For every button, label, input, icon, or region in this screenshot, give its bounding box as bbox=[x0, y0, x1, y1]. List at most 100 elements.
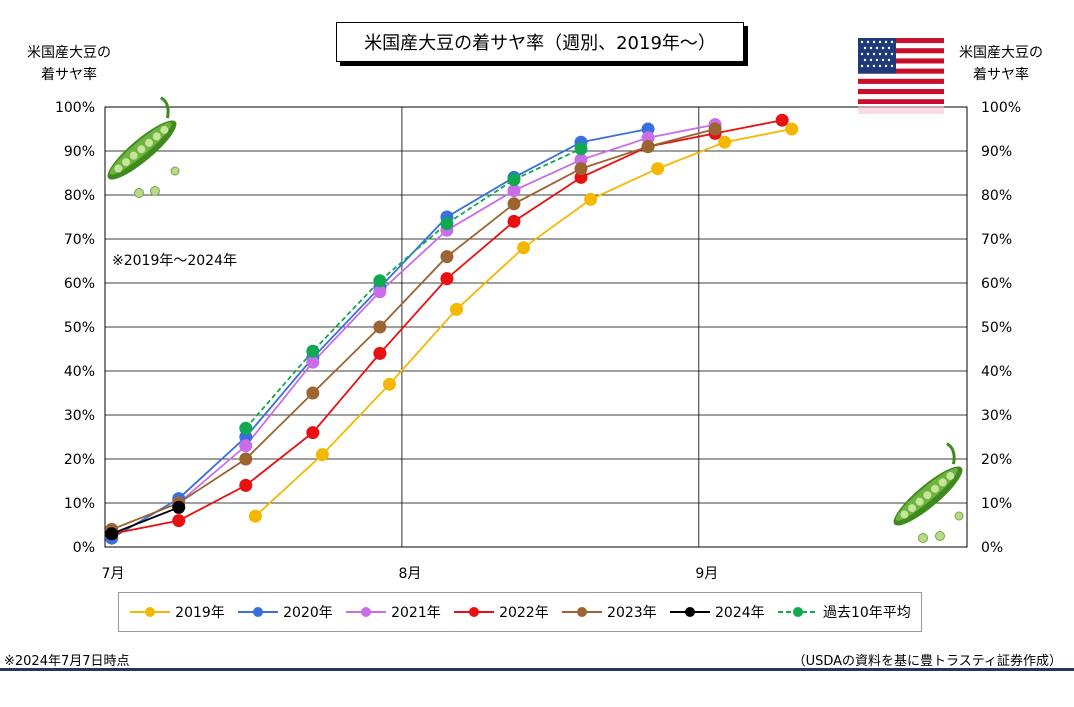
data-point bbox=[507, 214, 521, 228]
y-tick-label-right: 30% bbox=[981, 408, 1012, 424]
data-point bbox=[584, 192, 598, 206]
series-line bbox=[245, 147, 582, 429]
legend-item: 2020年 bbox=[237, 602, 333, 622]
data-point bbox=[507, 197, 521, 211]
data-point bbox=[651, 162, 665, 176]
y-tick-label: 50% bbox=[64, 320, 95, 336]
pea-icon bbox=[134, 166, 180, 198]
y-tick-label: 30% bbox=[64, 408, 95, 424]
data-point bbox=[239, 478, 253, 492]
legend-item: 過去10年平均 bbox=[777, 602, 911, 622]
data-point bbox=[382, 377, 396, 391]
legend-label: 2023年 bbox=[607, 605, 657, 621]
data-point bbox=[440, 250, 454, 264]
data-point bbox=[373, 285, 387, 299]
data-point bbox=[507, 173, 521, 187]
legend-item: 2022年 bbox=[453, 602, 549, 622]
legend-swatch bbox=[346, 607, 387, 617]
y-tick-label: 90% bbox=[64, 144, 95, 160]
data-point bbox=[373, 274, 387, 288]
data-point bbox=[306, 344, 320, 358]
y-tick-label: 20% bbox=[64, 452, 95, 468]
data-point bbox=[239, 421, 253, 435]
y-tick-label-right: 40% bbox=[981, 364, 1012, 380]
series-line bbox=[111, 128, 716, 531]
legend-item: 2023年 bbox=[561, 602, 657, 622]
y-tick-label-right: 0% bbox=[981, 540, 1003, 556]
data-point bbox=[574, 142, 588, 156]
legend-label: 2021年 bbox=[391, 605, 441, 621]
legend-item: 2024年 bbox=[669, 602, 765, 622]
legend-item: 2019年 bbox=[129, 602, 225, 622]
data-point bbox=[239, 452, 253, 466]
legend-swatch bbox=[454, 607, 495, 617]
period-note: ※2019年～2024年 bbox=[112, 253, 237, 269]
data-point bbox=[239, 439, 253, 453]
data-point bbox=[440, 217, 454, 231]
y-axis-left-title-line1: 米国産大豆の bbox=[27, 45, 111, 61]
data-point bbox=[172, 500, 186, 514]
data-point bbox=[306, 386, 320, 400]
legend-swatch bbox=[130, 607, 171, 617]
y-axis-right-ticks: 0% 10% 20% 30% 40% 50% 60% 70% 80% 90% 100% bbox=[981, 100, 1021, 556]
x-tick-label: 7月 bbox=[102, 566, 125, 582]
pea-pod-icon bbox=[107, 96, 177, 180]
chart-title: 米国産大豆の着サヤ率（週別、2019年～） bbox=[336, 22, 744, 62]
y-axis-right-title: 米国産大豆の 着サヤ率 bbox=[946, 42, 1056, 86]
y-tick-label: 0% bbox=[73, 540, 95, 556]
y-tick-label-right: 70% bbox=[981, 232, 1012, 248]
y-axis-right-title-line2: 着サヤ率 bbox=[973, 67, 1029, 83]
legend-label: 過去10年平均 bbox=[822, 605, 911, 621]
y-axis-left-ticks: 0% 10% 20% 30% 40% 50% 60% 70% 80% 90% 100% bbox=[55, 100, 95, 556]
legend-swatch bbox=[670, 607, 710, 617]
legend: 2019年 2020年 2021年 2022年 2023年 2024年 過去10年平均 bbox=[118, 592, 922, 632]
legend-label: 2022年 bbox=[499, 605, 549, 621]
data-point bbox=[315, 448, 329, 462]
data-point bbox=[718, 135, 732, 149]
data-point bbox=[708, 122, 722, 136]
y-tick-label-right: 60% bbox=[981, 276, 1012, 292]
source-note: （USDAの資料を基に豊トラスティ証券作成） bbox=[792, 654, 1062, 669]
data-point bbox=[775, 113, 789, 127]
data-point bbox=[450, 302, 464, 316]
y-tick-label: 40% bbox=[64, 364, 95, 380]
pea-icon bbox=[918, 511, 964, 543]
data-point bbox=[440, 272, 454, 286]
data-point bbox=[517, 241, 531, 255]
x-tick-label: 9月 bbox=[695, 566, 718, 582]
data-point bbox=[306, 426, 320, 440]
as-of-footnote: ※2024年7月7日時点 bbox=[4, 654, 130, 669]
x-tick-label: 8月 bbox=[398, 566, 421, 582]
y-axis-left-title-line2: 着サヤ率 bbox=[41, 67, 97, 83]
data-point bbox=[574, 162, 588, 176]
legend-label: 2020年 bbox=[283, 605, 333, 621]
pea-pod-icon bbox=[893, 442, 963, 526]
data-point bbox=[507, 184, 521, 198]
data-point bbox=[248, 509, 262, 523]
data-point bbox=[306, 355, 320, 369]
data-point bbox=[373, 346, 387, 360]
legend-item: 2021年 bbox=[345, 602, 441, 622]
bottom-divider bbox=[0, 668, 1074, 671]
series-markers bbox=[105, 113, 799, 545]
legend-label: 2024年 bbox=[715, 605, 765, 621]
series-line bbox=[111, 506, 180, 535]
data-point bbox=[105, 527, 119, 541]
data-point bbox=[373, 320, 387, 334]
y-tick-label-right: 80% bbox=[981, 188, 1012, 204]
us-flag-icon bbox=[858, 38, 944, 114]
y-tick-label-right: 50% bbox=[981, 320, 1012, 336]
x-axis-ticks: 7月 8月 9月 bbox=[102, 566, 719, 582]
y-tick-label-right: 20% bbox=[981, 452, 1012, 468]
y-tick-label: 10% bbox=[64, 496, 95, 512]
data-point bbox=[172, 514, 186, 528]
y-tick-label: 100% bbox=[55, 100, 95, 116]
y-tick-label-right: 90% bbox=[981, 144, 1012, 160]
y-axis-right-title-line1: 米国産大豆の bbox=[959, 45, 1043, 61]
legend-label: 2019年 bbox=[175, 605, 225, 621]
legend-swatch bbox=[562, 607, 603, 617]
data-point bbox=[641, 140, 655, 154]
y-tick-label-right: 10% bbox=[981, 496, 1012, 512]
y-tick-label: 60% bbox=[64, 276, 95, 292]
